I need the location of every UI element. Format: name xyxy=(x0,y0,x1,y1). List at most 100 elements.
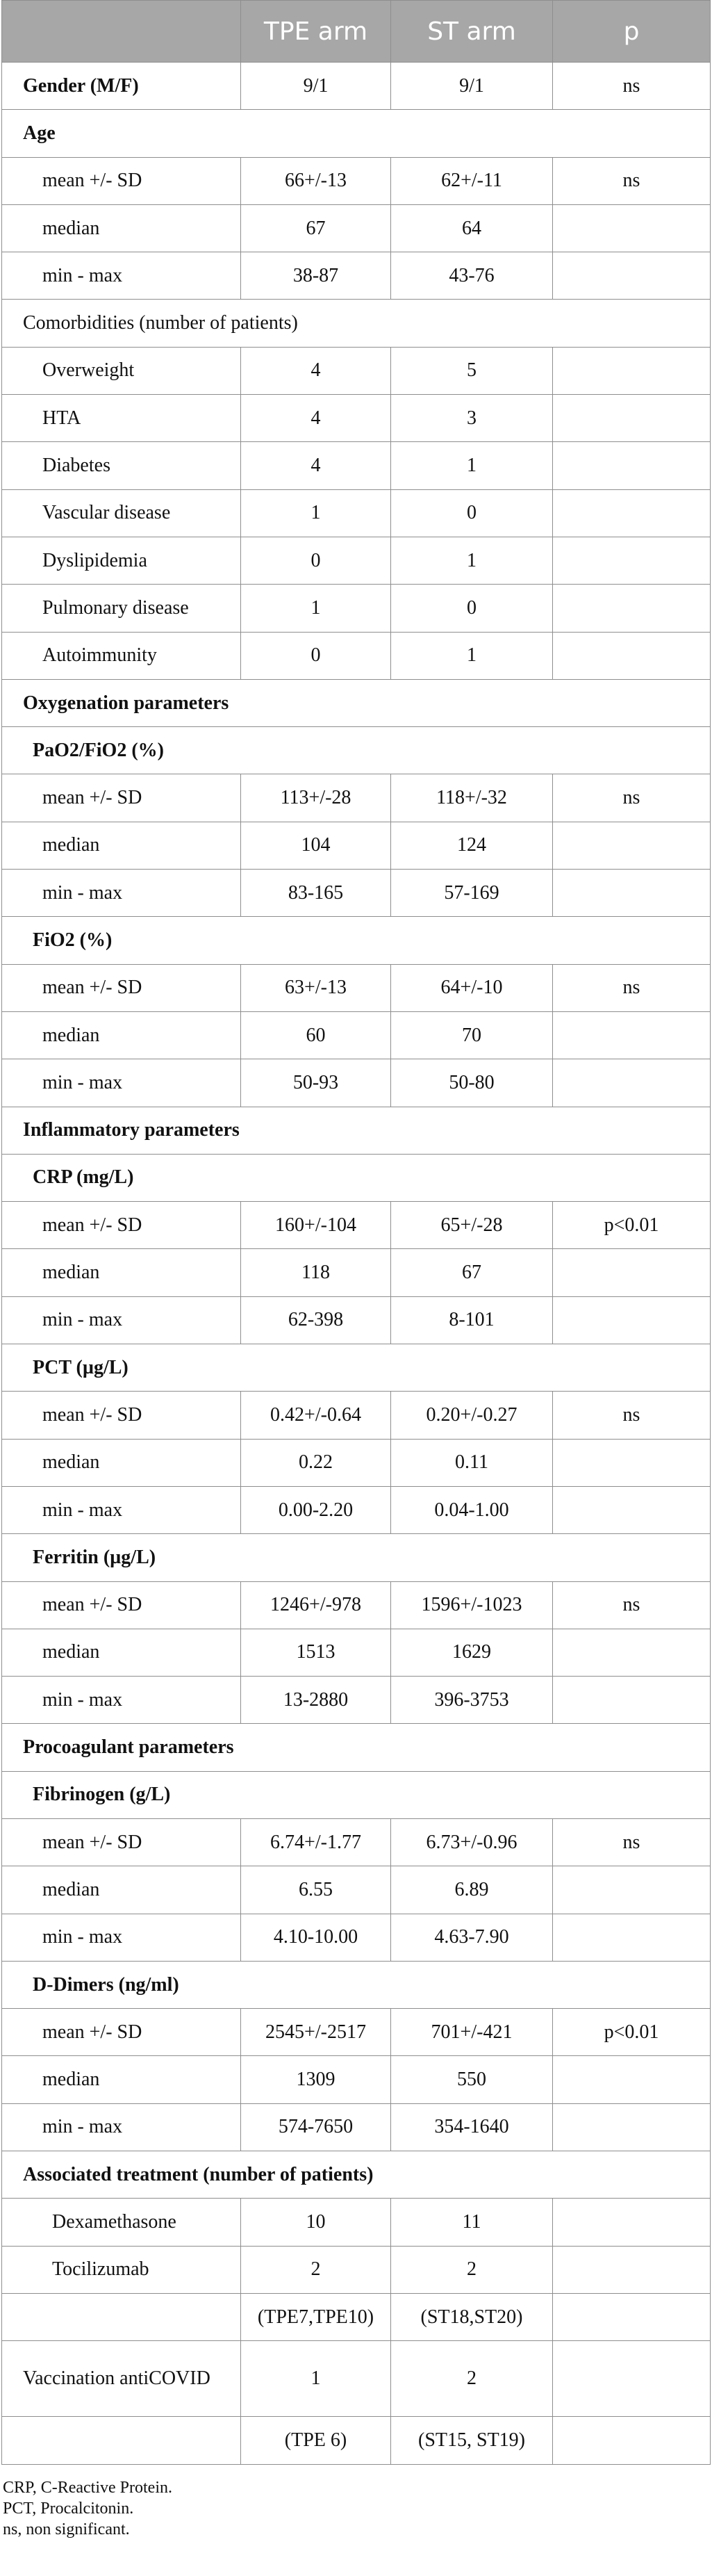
row-label: min - max xyxy=(1,1676,241,1725)
table-row: CRP (mg/L) xyxy=(1,1153,711,1203)
p-value xyxy=(552,1676,711,1725)
st-arm-value: (ST18,ST20) xyxy=(390,2292,553,2342)
tpe-arm-value: 60 xyxy=(240,1011,391,1060)
tpe-arm-value: 13-2880 xyxy=(240,1676,391,1725)
st-arm-value: 354-1640 xyxy=(390,2103,553,2152)
row-label: Diabetes xyxy=(1,441,241,490)
tpe-arm-value: 2 xyxy=(240,2245,391,2294)
subsection-heading: PCT (µg/L) xyxy=(1,1344,711,1392)
row-label: median xyxy=(1,1248,241,1297)
tpe-arm-value: (TPE7,TPE10) xyxy=(240,2292,391,2342)
tpe-arm-value: 0.00-2.20 xyxy=(240,1485,391,1535)
row-label: Overweight xyxy=(1,346,241,396)
table-row: mean +/- SD 160+/-104 65+/-28 p<0.01 xyxy=(1,1201,711,1250)
table-row: Fibrinogen (g/L) xyxy=(1,1770,711,1819)
table-row: median 104 124 xyxy=(1,821,711,870)
p-value xyxy=(552,584,711,633)
row-label: mean +/- SD xyxy=(1,1201,241,1250)
table-row: mean +/- SD 2545+/-2517 701+/-421 p<0.01 xyxy=(1,2008,711,2057)
tpe-arm-value: 160+/-104 xyxy=(240,1201,391,1250)
table-row: Dexamethasone 10 11 xyxy=(1,2198,711,2247)
row-label: min - max xyxy=(1,1913,241,1962)
tpe-arm-value: 1309 xyxy=(240,2055,391,2104)
st-arm-value: 6.89 xyxy=(390,1866,553,1914)
row-label: Vaccination antiCOVID xyxy=(1,2340,241,2418)
table-row: D-Dimers (ng/ml) xyxy=(1,1960,711,2010)
table-row: Autoimmunity 0 1 xyxy=(1,631,711,680)
tpe-arm-value: 2545+/-2517 xyxy=(240,2008,391,2057)
row-label: min - max xyxy=(1,2103,241,2152)
table-row: Dyslipidemia 0 1 xyxy=(1,536,711,585)
table-row: PCT (µg/L) xyxy=(1,1344,711,1392)
row-label: Pulmonary disease xyxy=(1,584,241,633)
st-arm-value: 0.04-1.00 xyxy=(390,1485,553,1535)
st-arm-value: 67 xyxy=(390,1248,553,1297)
p-value xyxy=(552,2103,711,2152)
table-row: mean +/- SD 6.74+/-1.77 6.73+/-0.96 ns xyxy=(1,1818,711,1867)
section-heading: Inflammatory parameters xyxy=(1,1106,711,1155)
st-arm-value: 396-3753 xyxy=(390,1676,553,1725)
tpe-arm-value: 104 xyxy=(240,821,391,870)
st-arm-value: 65+/-28 xyxy=(390,1201,553,1250)
section-heading: Procoagulant parameters xyxy=(1,1723,711,1772)
table-row: Associated treatment (number of patients… xyxy=(1,2151,711,2199)
subsection-heading: Fibrinogen (g/L) xyxy=(1,1770,711,1819)
table-row: PaO2/FiO2 (%) xyxy=(1,726,711,775)
tpe-arm-value: 4 xyxy=(240,394,391,443)
table-row: median 1309 550 xyxy=(1,2055,711,2104)
p-value: ns xyxy=(552,1818,711,1867)
table-row: min - max 0.00-2.20 0.04-1.00 xyxy=(1,1485,711,1535)
st-arm-value: 3 xyxy=(390,394,553,443)
row-label: Dexamethasone xyxy=(1,2198,241,2247)
st-arm-value: 118+/-32 xyxy=(390,774,553,822)
tpe-arm-value: 113+/-28 xyxy=(240,774,391,822)
st-arm-value: 4.63-7.90 xyxy=(390,1913,553,1962)
row-label xyxy=(1,2292,241,2342)
table-row: median 67 64 xyxy=(1,204,711,253)
p-value xyxy=(552,489,711,537)
st-arm-value: 2 xyxy=(390,2245,553,2294)
row-label: mean +/- SD xyxy=(1,1581,241,1629)
table-row: Pulmonary disease 1 0 xyxy=(1,584,711,633)
table-row: (TPE7,TPE10) (ST18,ST20) xyxy=(1,2292,711,2342)
st-arm-value: 0 xyxy=(390,489,553,537)
tpe-arm-value: 118 xyxy=(240,1248,391,1297)
row-label: Dyslipidemia xyxy=(1,536,241,585)
section-heading: Associated treatment (number of patients… xyxy=(1,2151,711,2199)
row-label: median xyxy=(1,1866,241,1914)
table-row: median 60 70 xyxy=(1,1011,711,1060)
tpe-arm-value: 574-7650 xyxy=(240,2103,391,2152)
p-value xyxy=(552,204,711,253)
tpe-arm-value: 1 xyxy=(240,2340,391,2418)
st-arm-value: 550 xyxy=(390,2055,553,2104)
tpe-arm-value: 66+/-13 xyxy=(240,156,391,205)
subsection-heading: D-Dimers (ng/ml) xyxy=(1,1960,711,2010)
footnote-pct: PCT, Procalcitonin. xyxy=(3,2499,134,2518)
table-header: TPE arm ST arm p xyxy=(1,0,711,63)
header-tpe-arm: TPE arm xyxy=(240,0,391,63)
tpe-arm-value: 38-87 xyxy=(240,252,391,300)
st-arm-value: 1596+/-1023 xyxy=(390,1581,553,1629)
table-row: min - max 62-398 8-101 xyxy=(1,1296,711,1345)
tpe-arm-value: 4 xyxy=(240,346,391,396)
footnote-crp: CRP, C-Reactive Protein. xyxy=(3,2478,172,2497)
p-value: ns xyxy=(552,1391,711,1440)
tpe-arm-value: 63+/-13 xyxy=(240,963,391,1012)
tpe-arm-value: 6.74+/-1.77 xyxy=(240,1818,391,1867)
row-label: min - max xyxy=(1,252,241,300)
p-value xyxy=(552,1485,711,1535)
p-value: ns xyxy=(552,774,711,822)
st-arm-value: 1 xyxy=(390,631,553,680)
table-row: Inflammatory parameters xyxy=(1,1106,711,1155)
row-label xyxy=(1,2416,241,2465)
row-label: Tocilizumab xyxy=(1,2245,241,2294)
row-label: min - max xyxy=(1,1485,241,1535)
row-label: median xyxy=(1,2055,241,2104)
subsection-heading: FiO2 (%) xyxy=(1,916,711,965)
p-value xyxy=(552,2245,711,2294)
tpe-arm-value: 6.55 xyxy=(240,1866,391,1914)
tpe-arm-value: 1246+/-978 xyxy=(240,1581,391,1629)
table-body: Gender (M/F) 9/1 9/1 ns Age mean +/- SD 66+/-1… xyxy=(1,61,711,2465)
row-label: mean +/- SD xyxy=(1,2008,241,2057)
section-heading: Comorbidities (number of patients) xyxy=(1,299,711,348)
